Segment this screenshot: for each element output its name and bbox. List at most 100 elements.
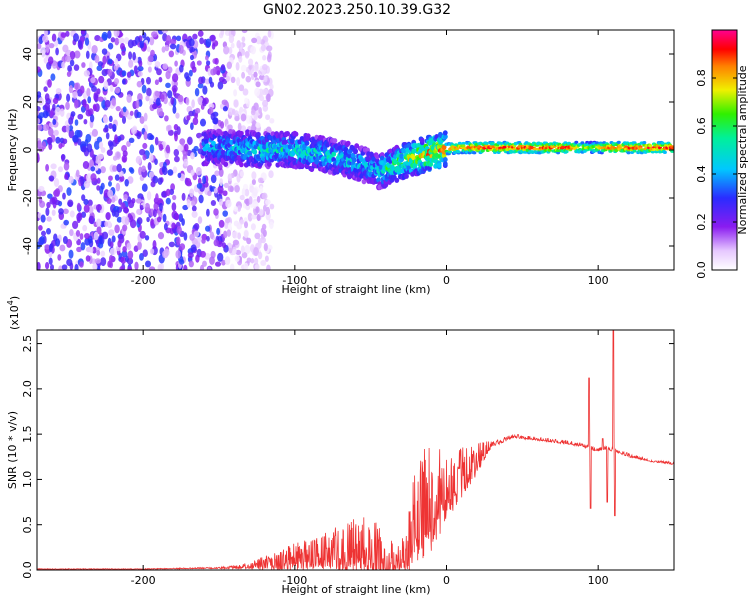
noise-cell	[85, 109, 92, 117]
noise-cell	[57, 254, 62, 261]
noise-cell	[150, 49, 155, 57]
ridge-cell	[347, 153, 352, 159]
colorbar-label: Normalized spectral amplitude	[736, 65, 749, 234]
noise-cell	[191, 66, 197, 73]
noise-cell	[210, 200, 217, 206]
ridge-cell	[207, 146, 213, 153]
noise-cell	[172, 87, 177, 97]
noise-cell	[103, 80, 109, 90]
noise-cell	[236, 77, 241, 86]
noise-cell	[230, 42, 235, 49]
noise-cell	[69, 59, 75, 67]
noise-cell	[102, 116, 109, 124]
noise-cell	[79, 261, 84, 268]
noise-cell	[221, 259, 226, 266]
noise-cell	[145, 76, 152, 85]
noise-cell	[235, 61, 240, 71]
noise-cell	[62, 138, 68, 145]
noise-cell	[51, 33, 57, 42]
noise-cell	[229, 186, 234, 193]
noise-cell	[255, 81, 261, 88]
noise-cell	[253, 102, 259, 111]
noise-cell	[202, 85, 208, 95]
ridge-cell	[419, 137, 425, 143]
noise-cell	[224, 256, 231, 266]
noise-cell	[174, 132, 178, 142]
noise-cell	[248, 196, 253, 205]
noise-cell	[121, 115, 127, 124]
noise-cell	[158, 143, 164, 151]
noise-cell	[74, 263, 79, 270]
noise-cell	[245, 115, 252, 124]
noise-cell	[38, 36, 44, 45]
noise-cell	[104, 221, 109, 227]
ridge-cell	[428, 161, 434, 167]
noise-cell	[70, 111, 76, 117]
noise-cell	[154, 61, 161, 68]
noise-cell	[182, 204, 189, 211]
ridge-cell	[365, 155, 370, 162]
noise-cell	[82, 90, 88, 100]
noise-cell	[92, 263, 98, 270]
noise-cell	[112, 123, 117, 132]
noise-cell	[175, 112, 180, 119]
noise-cell	[67, 199, 74, 208]
noise-cell	[149, 98, 153, 107]
noise-cell	[167, 90, 173, 99]
noise-cell	[165, 82, 171, 88]
noise-cell	[137, 241, 142, 250]
noise-cell	[118, 37, 125, 44]
noise-cell	[62, 44, 69, 53]
chart-title: GN02.2023.250.10.39.G32	[263, 2, 451, 18]
noise-cell	[143, 112, 148, 122]
noise-cell	[247, 58, 254, 66]
y-tick-label: 0	[21, 147, 34, 154]
noise-cell	[246, 237, 252, 245]
ridge-cell	[472, 151, 477, 155]
noise-cell	[52, 97, 59, 105]
noise-cell	[157, 177, 163, 185]
noise-cell	[123, 206, 129, 214]
noise-cell	[141, 183, 148, 192]
noise-cell	[248, 64, 253, 70]
ridge-cell	[580, 141, 585, 145]
ridge-cell	[556, 151, 561, 155]
noise-cell	[266, 53, 272, 63]
noise-cell	[266, 93, 271, 103]
noise-cell	[146, 216, 150, 223]
noise-cell	[108, 115, 113, 123]
noise-cell	[73, 99, 79, 109]
noise-cell	[128, 137, 135, 144]
noise-cell	[190, 152, 195, 160]
noise-cell	[81, 211, 87, 218]
noise-cell	[175, 249, 182, 259]
noise-cell	[111, 196, 116, 203]
ridge-cell	[293, 131, 299, 137]
noise-cell	[46, 216, 52, 222]
noise-cell	[158, 111, 165, 117]
noise-cell	[55, 47, 59, 56]
noise-cell	[227, 124, 233, 131]
ridge-cell	[379, 152, 385, 158]
noise-cell	[55, 238, 61, 247]
noise-cell	[41, 141, 47, 150]
noise-cell	[109, 247, 117, 256]
noise-cell	[60, 32, 67, 38]
noise-cell	[122, 246, 127, 253]
ridge-cell	[223, 161, 229, 167]
noise-cell	[185, 76, 191, 82]
noise-cell	[261, 223, 267, 231]
noise-cell	[151, 103, 158, 110]
noise-cell	[146, 87, 152, 97]
ridge-cell	[442, 130, 448, 136]
ridge-cell	[396, 167, 402, 173]
noise-cell	[115, 182, 121, 192]
noise-cell	[49, 264, 55, 270]
noise-cell	[198, 76, 204, 85]
noise-cell	[93, 92, 99, 102]
noise-cell	[167, 129, 174, 136]
noise-cell	[200, 250, 206, 258]
noise-cell	[181, 218, 185, 226]
noise-cell	[163, 222, 168, 231]
noise-cell	[184, 143, 189, 152]
